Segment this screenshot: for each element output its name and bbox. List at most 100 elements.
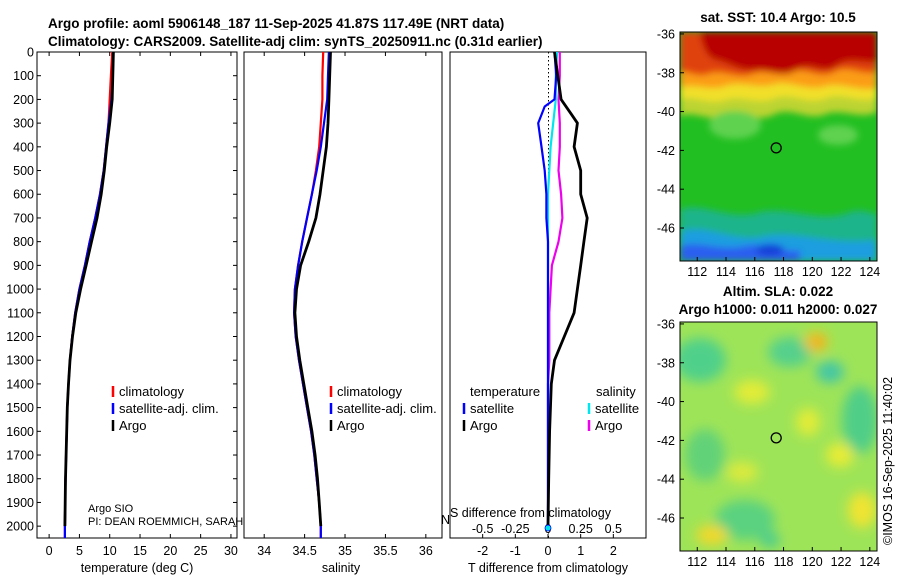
salinity-series [293, 51, 332, 538]
series-line-temperature-satellite [537, 51, 558, 527]
x-tick-label: 34 [257, 544, 271, 558]
difference-series [537, 51, 589, 532]
float-pi-note: PI: DEAN ROEMMICH, SARAH [88, 516, 243, 528]
argo-float-marker [770, 432, 782, 444]
figure-title-line1: Argo profile: aoml 5906148_187 11-Sep-20… [48, 16, 504, 31]
x-tick-label: 0 [46, 544, 53, 558]
x-tick-label: 35.5 [373, 544, 397, 558]
cut-off-label: N [441, 513, 450, 527]
depth-tick-label: 800 [13, 235, 34, 249]
lon-tick-label: 114 [716, 555, 736, 569]
s-tick-label: -0.25 [501, 522, 530, 536]
t-difference-xlabel: T difference from climatology [468, 561, 629, 575]
depth-tick-label: 900 [13, 259, 34, 273]
depth-tick-label: 0 [27, 46, 34, 60]
sst-map-axes: 112 114 116 118 120 122 124 -36 -38 -40 -42 -44 -46 [657, 27, 880, 279]
temperature-x-axis: 0 5 10 15 20 25 30 [46, 52, 238, 558]
legend-satellite-label: satellite-adj. clim. [337, 401, 437, 416]
imos-credit: ©IMOS 16-Sep-2025 11:40:02 [881, 377, 895, 545]
legend-satellite-label: satellite-adj. clim. [119, 401, 219, 416]
depth-tick-label: 1800 [6, 472, 34, 486]
lon-tick-label: 116 [745, 265, 765, 279]
lat-tick-label: -40 [657, 395, 675, 409]
depth-tick-label: 700 [13, 211, 34, 225]
x-tick-label: -1 [510, 544, 521, 558]
lon-tick-label: 112 [687, 265, 707, 279]
x-tick-label: 2 [610, 544, 617, 558]
lon-tick-label: 112 [687, 555, 707, 569]
lat-tick-label: -42 [657, 434, 675, 448]
x-tick-label: 30 [224, 544, 238, 558]
lon-tick-label: 120 [802, 555, 823, 569]
sst-map-title: sat. SST: 10.4 Argo: 10.5 [700, 10, 856, 25]
depth-tick-label: 400 [13, 140, 34, 154]
lon-tick-label: 124 [859, 555, 880, 569]
salinity-x-axis: 34 34.5 35 35.5 36 [257, 52, 433, 558]
lat-tick-label: -36 [657, 27, 675, 41]
depth-tick-label: 300 [13, 117, 34, 131]
depth-tick-label: 2000 [6, 520, 34, 534]
sla-map-axes: 112 114 116 118 120 122 124 -36 -38 -40 -42 -44 -46 [657, 317, 880, 569]
legend-t-argo-label: Argo [470, 418, 497, 433]
lon-tick-label: 122 [831, 265, 852, 279]
argo-float-marker [770, 142, 782, 154]
temperature-xlabel: temperature (deg C) [81, 561, 194, 575]
depth-tick-label: 1400 [6, 377, 34, 391]
lat-tick-label: -42 [657, 144, 675, 158]
salinity-panel: 34 34.5 35 35.5 36 salinity climatology sate… [243, 51, 443, 575]
lon-tick-label: 116 [745, 555, 765, 569]
sla-map-panel: Altim. SLA: 0.022 Argo h1000: 0.011 h200… [657, 284, 880, 569]
depth-tick-label: 500 [13, 164, 34, 178]
lat-tick-label: -36 [657, 317, 675, 331]
legend-temperature-title: temperature [470, 384, 540, 399]
legend-salinity-title: salinity [596, 384, 636, 399]
s-tick-label: 0.5 [605, 522, 622, 536]
lat-tick-label: -38 [657, 356, 675, 370]
temperature-series [63, 51, 115, 538]
sst-map-panel: sat. SST: 10.4 Argo: 10.5 112 114 116 118 12… [657, 10, 880, 279]
x-tick-label: 25 [194, 544, 208, 558]
salinity-axes [243, 51, 443, 539]
temperature-axes [36, 51, 238, 539]
s-tick-label: 0.25 [568, 522, 592, 536]
sst-field [680, 32, 877, 261]
series-line-temperature-argo [546, 51, 589, 527]
sla-map-frame [679, 321, 878, 552]
x-tick-label: 20 [163, 544, 177, 558]
sla-map-title-line2: Argo h1000: 0.011 h2000: 0.027 [679, 302, 878, 317]
depth-tick-label: 1100 [7, 306, 34, 320]
salinity-legend: climatology satellite-adj. clim. Argo [329, 384, 437, 433]
difference-legend: temperature salinity satellite Argo sate… [462, 384, 639, 433]
x-tick-label: 1 [577, 544, 584, 558]
legend-argo-label: Argo [337, 418, 364, 433]
s-tick-label: -0.5 [472, 522, 494, 536]
depth-tick-label: 100 [13, 69, 34, 83]
depth-tick-label: 1300 [6, 354, 34, 368]
x-tick-label: 34.5 [292, 544, 316, 558]
lon-tick-label: 124 [859, 265, 880, 279]
x-tick-label: 36 [419, 544, 433, 558]
lon-tick-label: 122 [831, 555, 852, 569]
lat-tick-label: -38 [657, 66, 675, 80]
sst-map-frame [679, 31, 878, 262]
sla-field [680, 322, 877, 551]
lon-tick-label: 118 [774, 555, 794, 569]
lat-tick-label: -44 [657, 183, 675, 197]
lat-tick-label: -46 [657, 222, 675, 236]
depth-tick-label: 1700 [6, 449, 34, 463]
x-tick-label: -2 [477, 544, 488, 558]
legend-t-satellite-label: satellite [470, 401, 514, 416]
salinity-xlabel: salinity [322, 561, 361, 575]
depth-tick-label: 1600 [6, 425, 34, 439]
legend-climatology-label: climatology [119, 384, 185, 399]
depth-tick-label: 1200 [6, 330, 34, 344]
x-tick-label: 5 [76, 544, 83, 558]
temperature-legend: climatology satellite-adj. clim. Argo [111, 384, 219, 433]
x-tick-label: 0 [545, 544, 552, 558]
sla-map-title-line1: Altim. SLA: 0.022 [723, 284, 833, 299]
temperature-panel: 0100200300400500600700800900100011001200… [6, 46, 646, 575]
s-difference-label: S difference from climatology [450, 506, 612, 520]
